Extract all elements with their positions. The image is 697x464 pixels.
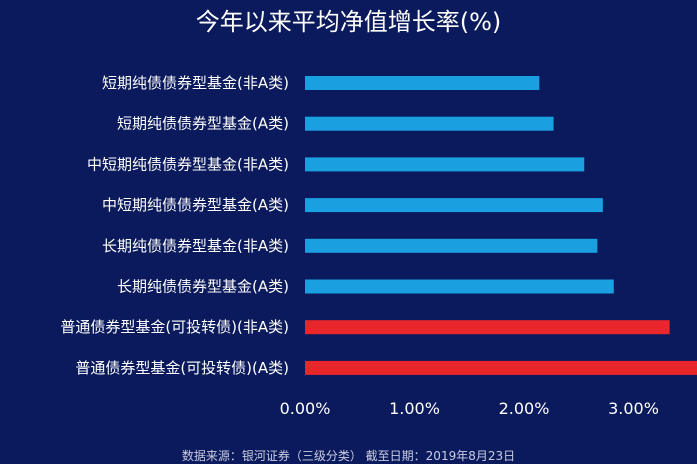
source-note: 数据来源：银河证券（三级分类） 截至日期：2019年8月23日 (181, 449, 516, 463)
category-label: 普通债券型基金(可投转债)(非A类) (60, 318, 289, 336)
category-label: 普通债券型基金(可投转债)(A类) (75, 359, 289, 377)
bar (305, 320, 670, 335)
bar (305, 198, 603, 213)
category-label: 长期纯债债券型基金(非A类) (102, 237, 289, 255)
bar (305, 360, 697, 375)
bar (305, 157, 585, 172)
chart-title: 今年以来平均净值增长率(%) (195, 8, 502, 36)
bar (305, 76, 540, 90)
category-label: 中短期纯债债券型基金(A类) (102, 196, 289, 214)
bar (305, 116, 554, 131)
x-tick-label: 2.00% (499, 399, 550, 418)
category-label: 短期纯债债券型基金(A类) (117, 115, 289, 133)
category-label: 长期纯债债券型基金(A类) (117, 278, 289, 296)
bar (305, 279, 614, 294)
x-tick-label: 1.00% (389, 399, 440, 418)
x-tick-label: 3.00% (608, 399, 659, 418)
bar (305, 238, 598, 253)
x-tick-label: 0.00% (280, 399, 331, 418)
category-label: 短期纯债债券型基金(非A类) (102, 74, 289, 92)
category-label: 中短期纯债债券型基金(非A类) (87, 155, 289, 173)
